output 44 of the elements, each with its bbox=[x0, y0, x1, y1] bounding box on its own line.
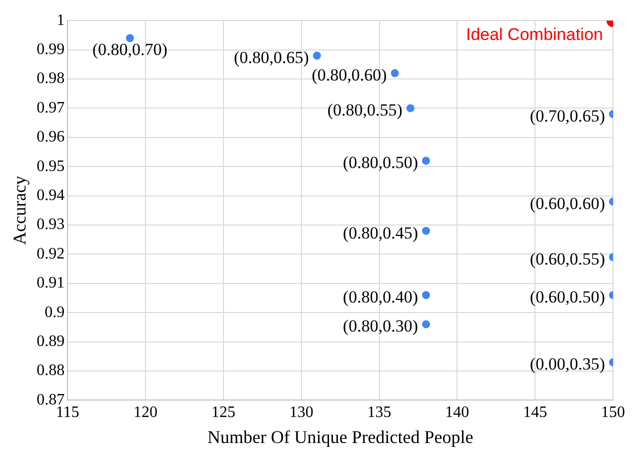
point bbox=[422, 226, 430, 235]
point bbox=[406, 104, 414, 112]
annotation: (0.80,0.60) bbox=[312, 66, 387, 85]
y-tick-label: 0.9 bbox=[44, 304, 65, 321]
annotation: (0.80,0.55) bbox=[327, 100, 402, 120]
annotation: (0.80,0.65) bbox=[234, 48, 309, 68]
y-tick-label: 0.94 bbox=[36, 187, 65, 204]
x-tick-label: 125 bbox=[211, 404, 236, 422]
annotation: (0.60,0.50) bbox=[530, 288, 605, 307]
y-tick-label: 0.96 bbox=[36, 128, 65, 146]
x-tick-label: 145 bbox=[523, 404, 548, 422]
y-tick-label: 0.91 bbox=[36, 274, 65, 292]
annotation: (0.60,0.60) bbox=[530, 194, 605, 214]
y-axis-title: Accuracy bbox=[10, 176, 30, 245]
y-tick-label: 0.98 bbox=[36, 70, 65, 88]
y-tick-label: 0.95 bbox=[36, 158, 65, 175]
annotation: (0.80,0.70) bbox=[92, 40, 168, 60]
point bbox=[422, 156, 430, 165]
series-label: Ideal Combination bbox=[466, 24, 603, 44]
annotation: (0.80,0.40) bbox=[342, 288, 418, 307]
y-tick-label: 0.97 bbox=[36, 99, 65, 116]
x-tick-label: 135 bbox=[367, 404, 392, 422]
x-tick-label: 115 bbox=[56, 404, 80, 422]
x-tick-label: 130 bbox=[289, 404, 314, 422]
x-tick-label: 120 bbox=[134, 404, 158, 422]
y-tick-label: 0.93 bbox=[36, 216, 65, 234]
annotation: (0.70,0.65) bbox=[530, 106, 605, 126]
point bbox=[312, 52, 321, 60]
x-axis-title: Number Of Unique Predicted People bbox=[207, 426, 474, 447]
annotation: (0.00,0.35) bbox=[530, 354, 605, 374]
point bbox=[422, 291, 430, 300]
annotation: (0.80,0.30) bbox=[342, 316, 418, 336]
x-tick-label: 150 bbox=[601, 404, 625, 422]
annotation: (0.60,0.55) bbox=[530, 250, 605, 269]
annotation: (0.80,0.45) bbox=[342, 223, 418, 242]
y-tick-label: 0.99 bbox=[36, 41, 65, 58]
point bbox=[422, 320, 430, 328]
y-tick-label: 0.92 bbox=[36, 245, 65, 262]
point bbox=[390, 69, 399, 78]
x-tick-label: 140 bbox=[445, 404, 470, 422]
y-tick-label: 0.88 bbox=[36, 362, 65, 380]
y-tick-label: 0.89 bbox=[36, 333, 65, 350]
y-tick-label: 1 bbox=[56, 12, 65, 29]
annotation: (0.80,0.50) bbox=[342, 153, 418, 172]
